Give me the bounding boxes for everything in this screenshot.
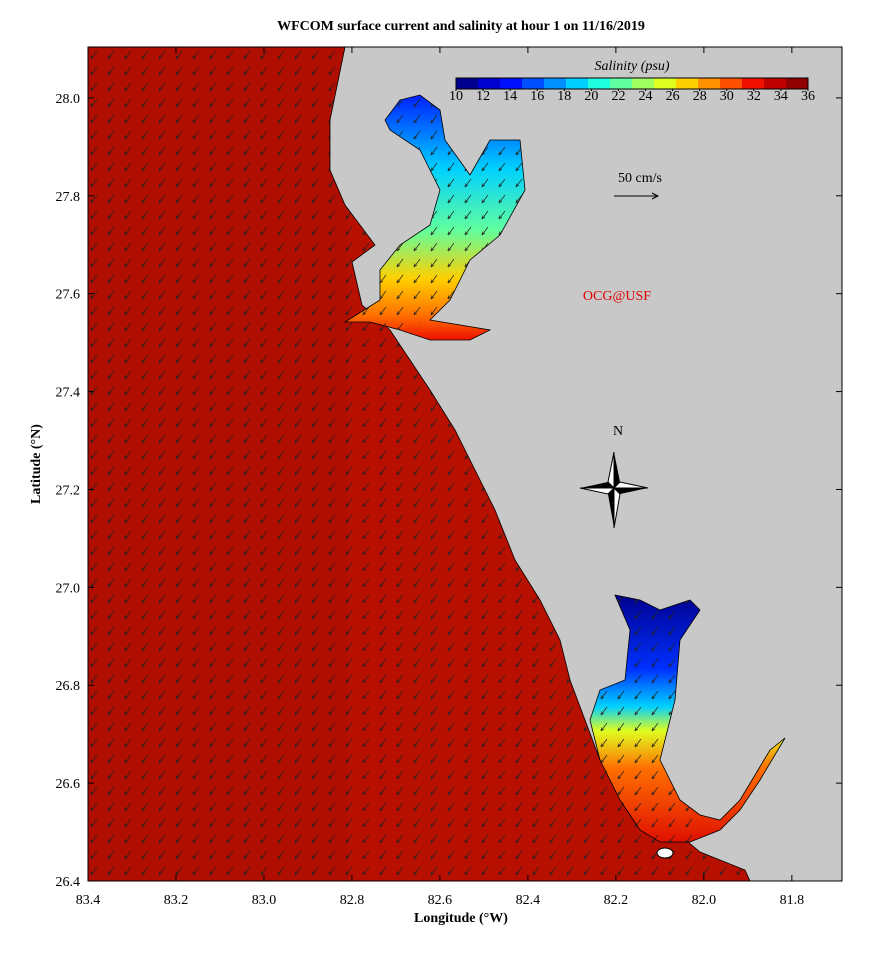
colorbar-block: [786, 78, 809, 89]
colorbar-block: [544, 78, 567, 89]
colorbar-block: [588, 78, 611, 89]
colorbar-tick-label: 22: [611, 89, 625, 104]
map-title: WFCOM surface current and salinity at ho…: [277, 19, 645, 34]
colorbar-label: Salinity (psu): [594, 59, 669, 74]
x-tick-label: 82.6: [428, 893, 453, 908]
colorbar-block: [478, 78, 501, 89]
colorbar-tick-label: 12: [476, 89, 490, 104]
plot-area: [88, 47, 842, 881]
colorbar-block: [698, 78, 721, 89]
y-tick-label: 27.4: [56, 386, 81, 401]
y-tick-label: 26.6: [56, 777, 81, 792]
y-axis-label: Latitude (°N): [29, 424, 44, 504]
colorbar-block: [676, 78, 699, 89]
x-tick-label: 82.0: [692, 893, 717, 908]
y-tick-label: 27.6: [56, 288, 81, 303]
colorbar-tick-label: 18: [557, 89, 571, 104]
colorbar-tick-label: 32: [747, 89, 761, 104]
y-tick-label: 26.8: [56, 679, 81, 694]
compass-rose: N: [579, 424, 649, 529]
colorbar-block: [764, 78, 787, 89]
x-tick-label: 82.4: [516, 893, 541, 908]
colorbar-tick-label: 20: [584, 89, 598, 104]
tampa-vectors: [345, 95, 525, 330]
x-tick-label: 81.8: [780, 893, 805, 908]
colorbar-block: [610, 78, 633, 89]
island: [656, 847, 674, 859]
colorbar-tick-label: 24: [639, 89, 653, 104]
north-label: N: [613, 424, 623, 439]
x-tick-label: 83.4: [76, 893, 101, 908]
colorbar-block: [522, 78, 545, 89]
colorbar-tick-label: 34: [774, 89, 788, 104]
colorbar-tick-label: 10: [449, 89, 463, 104]
y-tick-label: 27.8: [56, 190, 81, 205]
colorbar-block: [654, 78, 677, 89]
x-axis-label: Longitude (°W): [414, 911, 508, 926]
colorbar-block: [500, 78, 523, 89]
x-tick-label: 83.2: [164, 893, 189, 908]
colorbar-block: [742, 78, 765, 89]
x-tick-label: 82.8: [340, 893, 365, 908]
colorbar-block: [720, 78, 743, 89]
scale-arrowhead: [651, 192, 660, 200]
colorbar: Salinity (psu) 10 12 14 16 18 20 22 24 26 28 30 32 3…: [449, 59, 815, 104]
colorbar-tick-label: 30: [720, 89, 734, 104]
colorbar-tick-label: 28: [693, 89, 707, 104]
x-tick-label: 82.2: [604, 893, 629, 908]
scale-label: 50 cm/s: [618, 171, 662, 186]
colorbar-block: [456, 78, 479, 89]
y-tick-label: 28.0: [56, 92, 81, 107]
colorbar-tick-label: 36: [801, 89, 815, 104]
y-tick-label: 26.4: [56, 875, 81, 890]
colorbar-tick-label: 14: [503, 89, 517, 104]
credit: OCG@USF: [583, 289, 651, 304]
y-tick-label: 27.2: [56, 483, 81, 498]
charlotte-vectors: [590, 595, 700, 842]
y-tick-label: 27.0: [56, 581, 81, 596]
colorbar-frame: [455, 77, 809, 90]
colorbar-block: [632, 78, 655, 89]
x-tick-label: 83.0: [252, 893, 277, 908]
plot-frame: [87, 46, 843, 882]
colorbar-tick-label: 16: [530, 89, 544, 104]
colorbar-block: [566, 78, 589, 89]
colorbar-tick-label: 26: [666, 89, 680, 104]
